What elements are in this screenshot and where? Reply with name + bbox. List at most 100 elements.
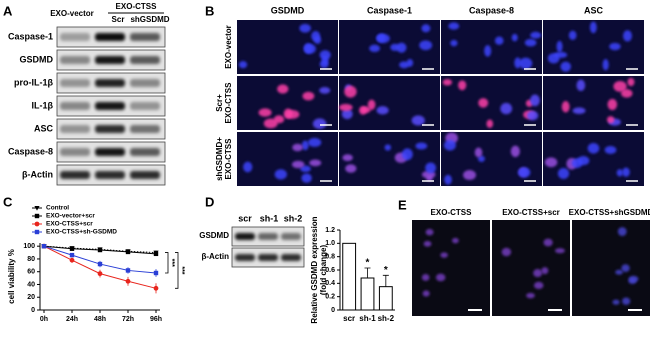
cell xyxy=(568,30,577,41)
bar xyxy=(342,242,357,311)
marker xyxy=(153,270,159,276)
cell xyxy=(530,94,540,107)
blot-band xyxy=(60,171,90,179)
cell xyxy=(302,91,315,101)
cell xyxy=(376,33,386,43)
cell xyxy=(604,146,617,154)
cell xyxy=(425,162,437,174)
cell xyxy=(458,80,467,91)
cell xyxy=(621,264,630,273)
cell xyxy=(541,267,549,275)
bar xyxy=(378,286,393,311)
cell xyxy=(607,98,618,111)
cell xyxy=(615,269,623,275)
cell xyxy=(623,30,633,42)
blot-band xyxy=(95,125,125,133)
column-header: ASC xyxy=(584,5,604,15)
cell xyxy=(622,297,631,305)
micrograph xyxy=(339,132,440,186)
cell xyxy=(319,60,329,69)
cell xyxy=(376,106,389,115)
blot-band xyxy=(60,56,90,64)
y-tick-label: 80 xyxy=(27,256,35,263)
y-tick-label: 40 xyxy=(27,281,35,288)
blot-band xyxy=(235,254,255,261)
cell xyxy=(319,86,331,94)
panel-label: E xyxy=(398,197,407,212)
cell xyxy=(587,142,600,154)
cell xyxy=(510,145,520,158)
column-header: EXO-CTSS+shGSDMD xyxy=(569,208,650,217)
y-tick-label: 60 xyxy=(27,269,35,276)
cell xyxy=(616,169,623,177)
blot-band xyxy=(95,79,125,87)
cell xyxy=(557,168,570,179)
column-header: Caspase-8 xyxy=(469,5,514,15)
cell xyxy=(477,155,485,162)
column-header: EXO-CTSS+scr xyxy=(502,208,560,217)
blot-band xyxy=(258,233,278,240)
cell xyxy=(511,33,518,42)
cell xyxy=(425,228,434,236)
cell xyxy=(440,252,448,258)
significance-bracket xyxy=(165,252,169,274)
blot-band xyxy=(258,254,278,261)
cell xyxy=(517,167,531,178)
cell xyxy=(421,24,431,33)
cell xyxy=(301,173,312,183)
lane-label: sh-2 xyxy=(284,213,303,223)
cell xyxy=(339,103,353,111)
cell xyxy=(369,44,381,53)
legend-label: Control xyxy=(46,205,69,212)
cell xyxy=(243,161,253,173)
micrograph xyxy=(237,132,338,186)
micrograph xyxy=(543,132,644,186)
blot-band xyxy=(130,79,160,87)
cell xyxy=(572,107,586,115)
cell xyxy=(274,169,287,180)
cell xyxy=(258,108,272,117)
panel-label: C xyxy=(3,194,13,209)
column-header: Caspase-1 xyxy=(367,5,412,15)
y-tick-label: 0.4 xyxy=(325,280,335,287)
cell xyxy=(514,57,522,69)
cell xyxy=(494,36,504,45)
cell xyxy=(384,144,392,151)
micrograph xyxy=(492,220,570,316)
marker xyxy=(34,229,40,235)
marker xyxy=(34,206,40,211)
cell xyxy=(606,116,615,124)
blot-band xyxy=(130,33,160,41)
blot-row-label: β-Actin xyxy=(201,252,229,261)
blot-row-label: β-Actin xyxy=(22,169,53,179)
cell xyxy=(309,159,322,167)
cell xyxy=(422,290,430,297)
marker xyxy=(34,221,40,227)
y-tick-label: 20 xyxy=(27,294,35,301)
marker xyxy=(69,246,75,251)
marker xyxy=(97,271,103,277)
marker xyxy=(153,251,159,257)
cell xyxy=(526,292,535,299)
error-bar xyxy=(382,274,389,287)
cell xyxy=(341,108,353,120)
bar xyxy=(360,277,375,311)
blot-band xyxy=(130,102,160,110)
lane-label: shGSDMD xyxy=(130,15,169,24)
x-tick-label: 24h xyxy=(66,316,78,323)
cell xyxy=(277,84,289,94)
cell xyxy=(344,85,357,98)
cell xyxy=(367,99,376,110)
cell xyxy=(478,98,489,108)
cell xyxy=(312,118,327,129)
cell xyxy=(263,118,278,129)
column-header: GSDMD xyxy=(271,5,305,15)
cell xyxy=(530,31,542,39)
marker xyxy=(125,268,131,273)
cell xyxy=(602,59,609,71)
y-tick-label: 100 xyxy=(23,243,35,250)
cell xyxy=(627,77,635,87)
cell xyxy=(401,148,413,161)
x-tick-label: scr xyxy=(343,314,355,323)
cell xyxy=(561,101,570,113)
